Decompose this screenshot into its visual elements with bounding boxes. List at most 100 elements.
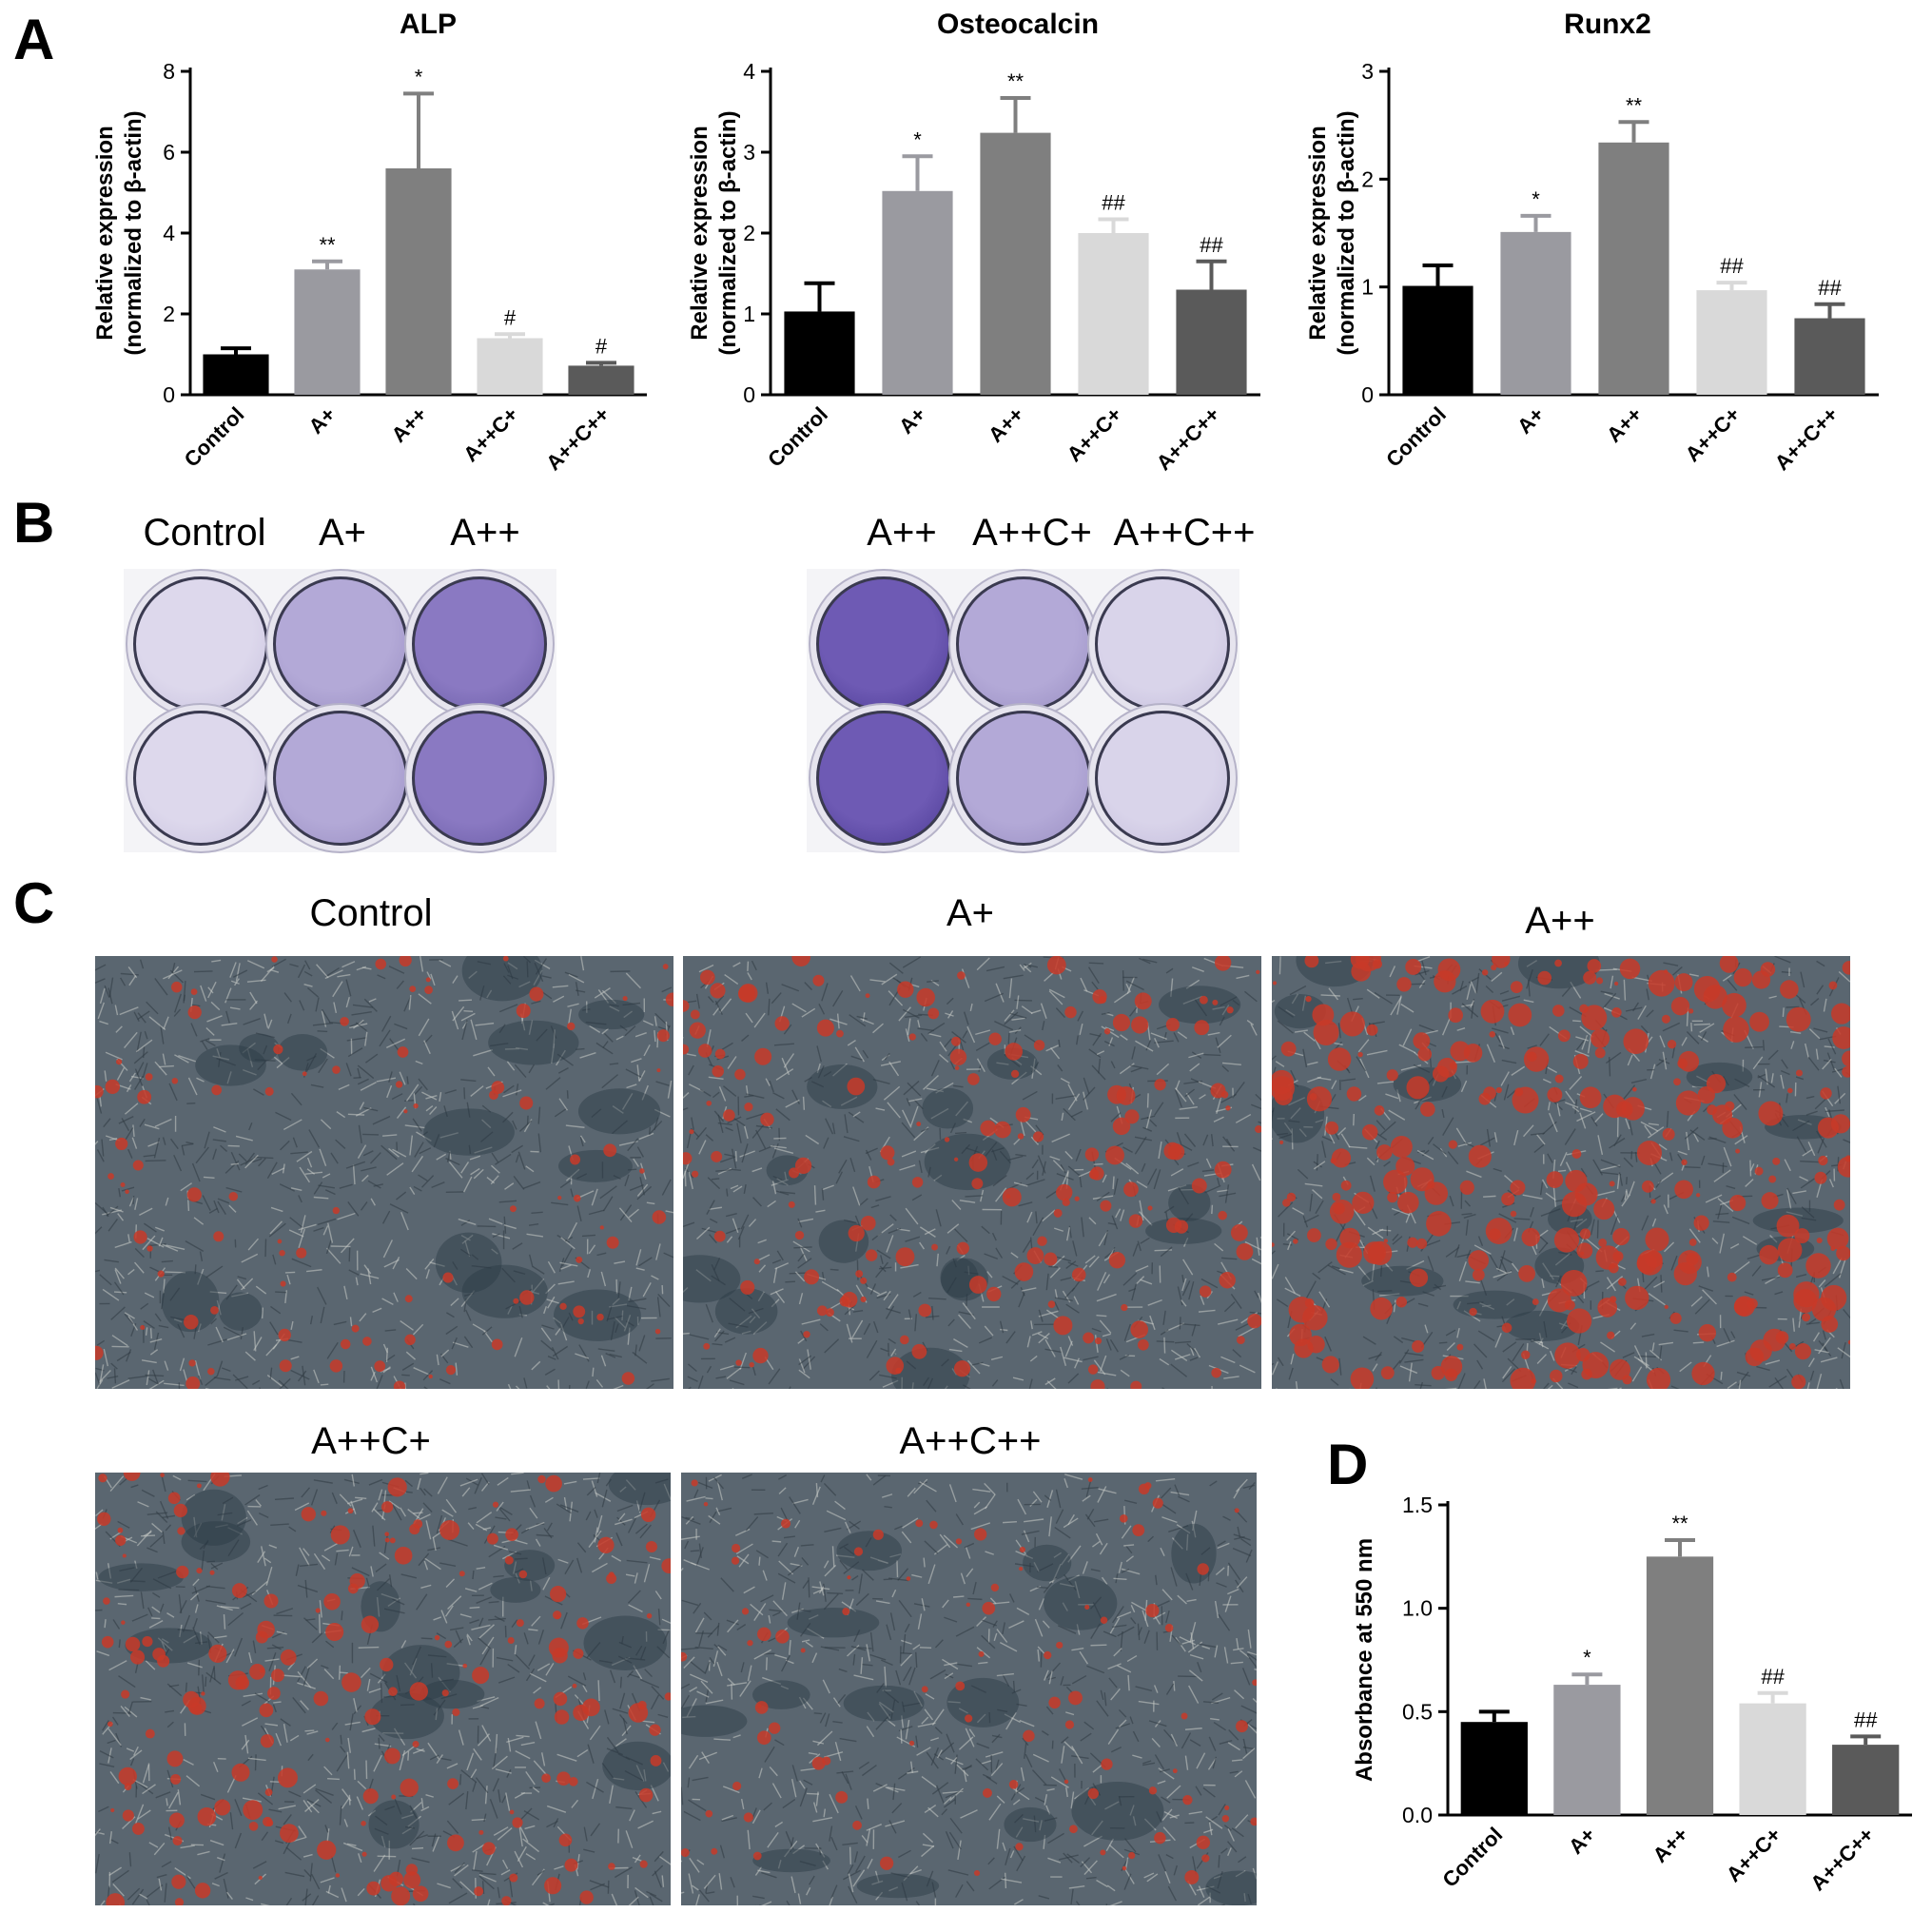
- cell-streak: [890, 1348, 897, 1357]
- mineral-nodule: [855, 1270, 864, 1278]
- mineral-nodule: [1786, 1006, 1811, 1032]
- cell-streak: [247, 1757, 266, 1762]
- cell-streak: [1184, 1213, 1194, 1223]
- cell-streak: [654, 1029, 656, 1043]
- cell-streak: [609, 1353, 622, 1358]
- cell-streak: [471, 1265, 492, 1269]
- bar-ap: [294, 269, 361, 395]
- cell-streak: [1493, 1167, 1502, 1172]
- cell-streak: [953, 1228, 968, 1242]
- micrograph-texture: [683, 956, 1261, 1389]
- cell-streak: [108, 1831, 112, 1845]
- cell-streak: [377, 1673, 386, 1684]
- cell-streak: [1272, 1263, 1279, 1279]
- cell-streak: [1111, 1215, 1119, 1230]
- cell-streak: [867, 1858, 873, 1869]
- cell-streak: [758, 1264, 767, 1273]
- cell-streak: [1002, 1842, 1006, 1851]
- cell-streak: [576, 1173, 588, 1180]
- cell-streak: [706, 1891, 715, 1895]
- cell-streak: [712, 1342, 723, 1346]
- cell-streak: [508, 1551, 522, 1555]
- cell-streak: [209, 1667, 215, 1683]
- cell-streak: [655, 1081, 670, 1086]
- cell-streak: [771, 1179, 789, 1186]
- cell-streak: [1065, 1227, 1071, 1241]
- mineral-nodule: [656, 1068, 661, 1073]
- mineral-nodule: [1293, 1239, 1298, 1244]
- significance-mark: ##: [1818, 276, 1842, 300]
- cell-streak: [1134, 1136, 1147, 1155]
- cell-streak: [127, 1701, 133, 1714]
- cell-streak: [1556, 1103, 1561, 1117]
- cell-streak: [1483, 1378, 1487, 1389]
- mineral-nodule: [188, 1359, 196, 1367]
- mineral-nodule: [383, 1747, 400, 1765]
- cell-streak: [1625, 1006, 1643, 1012]
- cell-streak: [1283, 1122, 1293, 1133]
- mineral-nodule: [988, 1032, 1002, 1045]
- cell-streak: [706, 1200, 715, 1215]
- cell-streak: [654, 1870, 662, 1888]
- cell-streak: [1203, 1828, 1214, 1834]
- cell-streak: [1067, 1093, 1081, 1111]
- cell-streak: [300, 1215, 306, 1234]
- mineral-nodule: [424, 986, 433, 994]
- cell-streak: [290, 1369, 310, 1380]
- cell-streak: [537, 1663, 551, 1671]
- cell-streak: [1181, 1279, 1191, 1297]
- cell-streak: [1117, 1665, 1132, 1673]
- cell-streak: [1792, 1120, 1810, 1132]
- cell-streak: [412, 1118, 422, 1132]
- mineral-nodule: [260, 1734, 275, 1748]
- cell-streak: [111, 1716, 119, 1726]
- mineral-nodule: [1134, 992, 1152, 1010]
- mineral-nodule: [187, 1005, 202, 1020]
- cell-streak: [1147, 1298, 1162, 1306]
- cell-streak: [269, 1367, 273, 1379]
- mineral-nodule: [860, 1296, 867, 1303]
- cell-streak: [1297, 1168, 1309, 1180]
- cell-streak: [639, 1524, 652, 1539]
- mineral-nodule: [194, 1883, 211, 1899]
- cell-streak: [290, 1320, 294, 1330]
- cell-streak: [1464, 1200, 1472, 1207]
- cell-streak: [373, 1854, 386, 1872]
- cell-streak: [1369, 1021, 1385, 1025]
- cell-streak: [1096, 1314, 1107, 1318]
- cell-streak: [1220, 1903, 1225, 1905]
- cell-streak: [1799, 1176, 1808, 1181]
- mineral-nodule: [1448, 1140, 1458, 1149]
- cell-streak: [436, 1632, 447, 1640]
- cell-streak: [1170, 1491, 1190, 1496]
- cell-streak: [1658, 1143, 1668, 1151]
- cell-streak: [594, 1527, 598, 1543]
- cell-streak: [525, 1668, 536, 1682]
- mineral-nodule: [391, 1794, 397, 1800]
- cell-streak: [1493, 1132, 1498, 1142]
- cell-streak: [225, 1010, 230, 1024]
- cell-streak: [1340, 1078, 1356, 1082]
- mineral-nodule: [662, 964, 669, 969]
- cell-streak: [1421, 960, 1427, 976]
- mineral-nodule: [482, 1842, 496, 1856]
- cell-streak: [1191, 1324, 1197, 1337]
- mineral-nodule: [1582, 1352, 1610, 1379]
- cell-streak: [420, 1175, 435, 1188]
- cell-streak: [913, 1603, 930, 1608]
- cell-streak: [461, 1020, 468, 1041]
- cell-streak: [1780, 1069, 1790, 1076]
- cell-streak: [1097, 1371, 1117, 1376]
- cell-streak: [1038, 1310, 1059, 1318]
- cell-streak: [205, 1671, 222, 1686]
- cell-streak: [466, 1633, 473, 1642]
- bar-control: [784, 311, 855, 395]
- cell-streak: [829, 1896, 833, 1905]
- cell-streak: [571, 1799, 579, 1808]
- cell-streak: [1164, 1871, 1171, 1884]
- mineral-nodule: [332, 1206, 341, 1215]
- cell-streak: [597, 1348, 615, 1352]
- cell-streak: [1135, 1040, 1154, 1052]
- cell-streak: [217, 1201, 226, 1216]
- cell-streak: [279, 1377, 291, 1389]
